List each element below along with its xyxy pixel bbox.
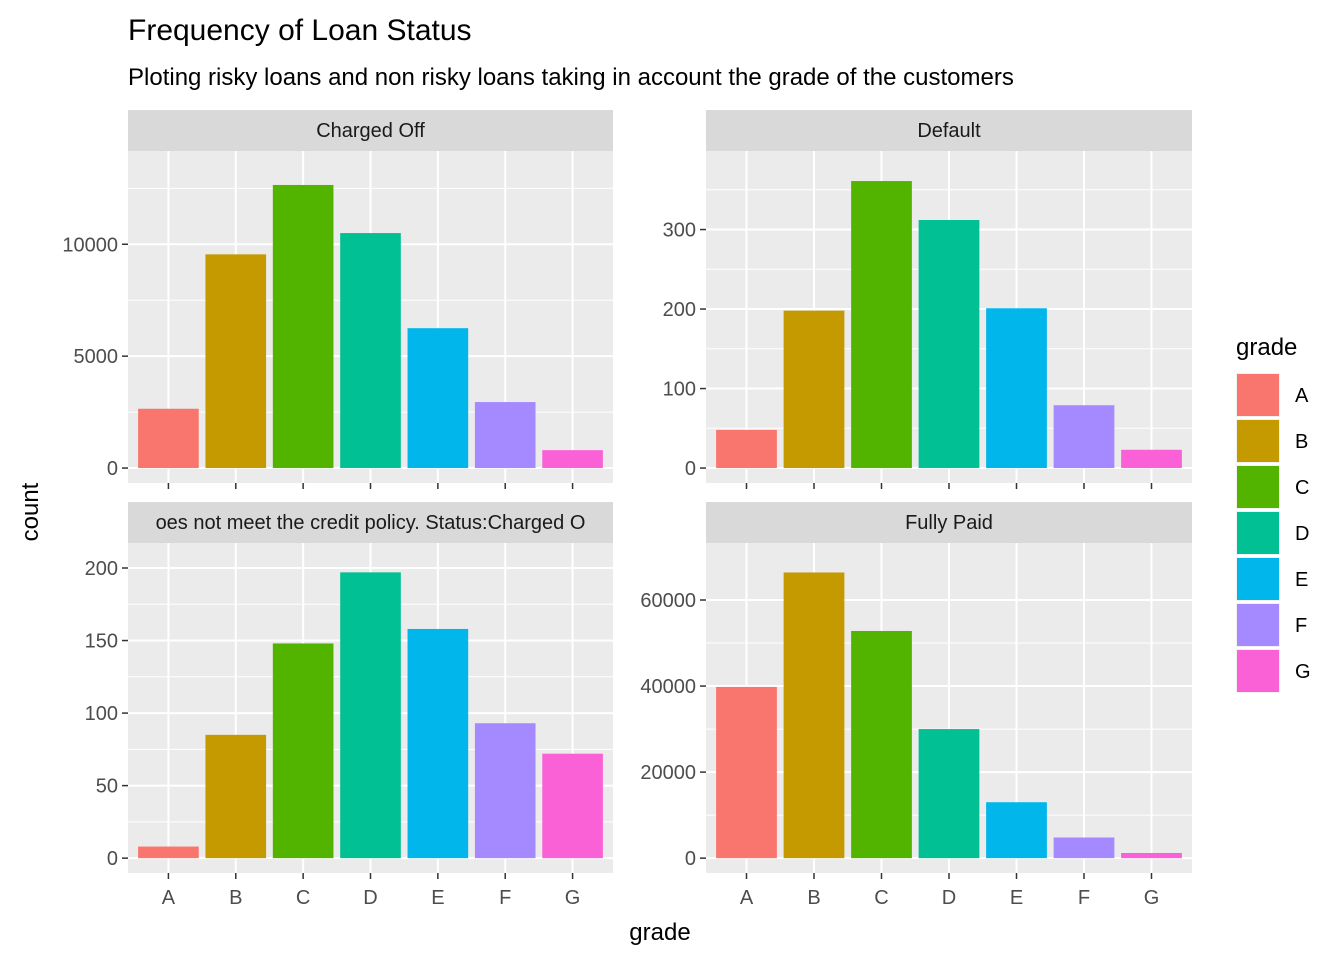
bar-B xyxy=(205,734,267,859)
bar-F xyxy=(474,723,536,859)
bar-E xyxy=(407,328,469,469)
x-tick-label: D xyxy=(363,887,377,909)
legend-swatch-D xyxy=(1237,512,1279,554)
bar-F xyxy=(474,402,536,469)
legend: grade A B C D E F G xyxy=(1236,334,1311,693)
x-tick-label: D xyxy=(942,887,956,909)
chart-subtitle: Ploting risky loans and non risky loans … xyxy=(128,64,1014,91)
legend-label: B xyxy=(1295,431,1308,453)
x-tick-label: E xyxy=(1010,887,1023,909)
bar-B xyxy=(783,572,845,859)
y-tick-label: 200 xyxy=(663,299,696,321)
bar-D xyxy=(340,572,401,859)
y-tick-label: 100 xyxy=(663,379,696,401)
y-tick-label: 200 xyxy=(85,558,118,580)
legend-swatch-F xyxy=(1237,604,1279,646)
x-tick-label: A xyxy=(162,887,176,909)
bar-D xyxy=(918,220,980,469)
legend-label: A xyxy=(1295,385,1309,407)
facet-panel: Fully Paid 0 20000 40000 60000 A B C D E F G xyxy=(640,502,1192,909)
facet-strip xyxy=(706,502,1192,543)
facet-strip-label: Charged Off xyxy=(316,120,425,142)
bar-A xyxy=(716,429,777,469)
legend-label: G xyxy=(1295,661,1311,683)
y-tick-label: 150 xyxy=(85,631,118,653)
legend-swatch-B xyxy=(1237,420,1279,462)
facet-strip-label: Fully Paid xyxy=(905,512,993,534)
facet-strip xyxy=(128,110,613,151)
x-tick-label: C xyxy=(296,887,310,909)
bar-A xyxy=(138,408,199,469)
y-tick-label: 5000 xyxy=(74,346,119,368)
y-tick-label: 0 xyxy=(685,458,696,480)
facet-strip xyxy=(128,502,613,543)
bar-G xyxy=(542,450,603,469)
bar-G xyxy=(542,753,603,859)
y-tick-label: 20000 xyxy=(640,762,696,784)
legend-label: E xyxy=(1295,569,1308,591)
y-tick-label: 0 xyxy=(685,848,696,870)
x-tick-label: F xyxy=(1078,887,1090,909)
bar-C xyxy=(272,184,334,469)
y-tick-label: 0 xyxy=(107,848,118,870)
legend-label: C xyxy=(1295,477,1309,499)
legend-label: F xyxy=(1295,615,1307,637)
y-tick-label: 10000 xyxy=(62,234,118,256)
bar-F xyxy=(1053,837,1115,859)
x-tick-label: B xyxy=(807,887,820,909)
x-tick-label: A xyxy=(740,887,754,909)
bar-E xyxy=(986,308,1047,469)
bar-G xyxy=(1121,449,1182,469)
x-tick-label: C xyxy=(874,887,888,909)
facet-strip-label: Default xyxy=(917,120,981,142)
facet-panel: Default 0 100 200 300 xyxy=(663,110,1192,489)
bar-B xyxy=(205,254,267,469)
facet-panel: oes not meet the credit policy. Status:C… xyxy=(85,502,613,909)
y-tick-label: 100 xyxy=(85,703,118,725)
x-tick-label: G xyxy=(1144,887,1160,909)
legend-title: grade xyxy=(1236,334,1297,361)
y-tick-label: 40000 xyxy=(640,676,696,698)
bar-C xyxy=(851,630,912,859)
legend-label: D xyxy=(1295,523,1309,545)
bar-D xyxy=(918,729,980,859)
bar-A xyxy=(716,686,777,859)
facet-panel: Charged Off 0 5000 10000 xyxy=(62,110,613,489)
y-tick-label: 0 xyxy=(107,458,118,480)
legend-swatch-E xyxy=(1237,558,1279,600)
x-tick-label: G xyxy=(565,887,581,909)
y-tick-label: 60000 xyxy=(640,590,696,612)
y-tick-label: 50 xyxy=(96,776,118,798)
x-tick-label: F xyxy=(499,887,511,909)
y-axis-label: count xyxy=(17,482,44,541)
facet-panels: Charged Off0500010000Default0100200300oe… xyxy=(62,110,1192,909)
bar-B xyxy=(783,310,845,469)
bar-A xyxy=(138,846,199,859)
legend-swatch-G xyxy=(1237,650,1279,692)
bar-E xyxy=(407,628,469,859)
bar-D xyxy=(340,233,401,469)
bar-C xyxy=(851,181,912,469)
bar-C xyxy=(272,643,334,859)
facet-strip xyxy=(706,110,1192,151)
chart-title: Frequency of Loan Status xyxy=(128,14,472,47)
x-tick-label: E xyxy=(431,887,444,909)
bar-E xyxy=(986,802,1047,859)
x-tick-label: B xyxy=(229,887,242,909)
legend-swatch-A xyxy=(1237,374,1279,416)
y-tick-label: 300 xyxy=(663,220,696,242)
facet-strip-label: oes not meet the credit policy. Status:C… xyxy=(156,512,586,534)
legend-swatch-C xyxy=(1237,466,1279,508)
x-axis-label: grade xyxy=(629,919,690,946)
bar-G xyxy=(1121,852,1182,859)
bar-F xyxy=(1053,405,1115,469)
